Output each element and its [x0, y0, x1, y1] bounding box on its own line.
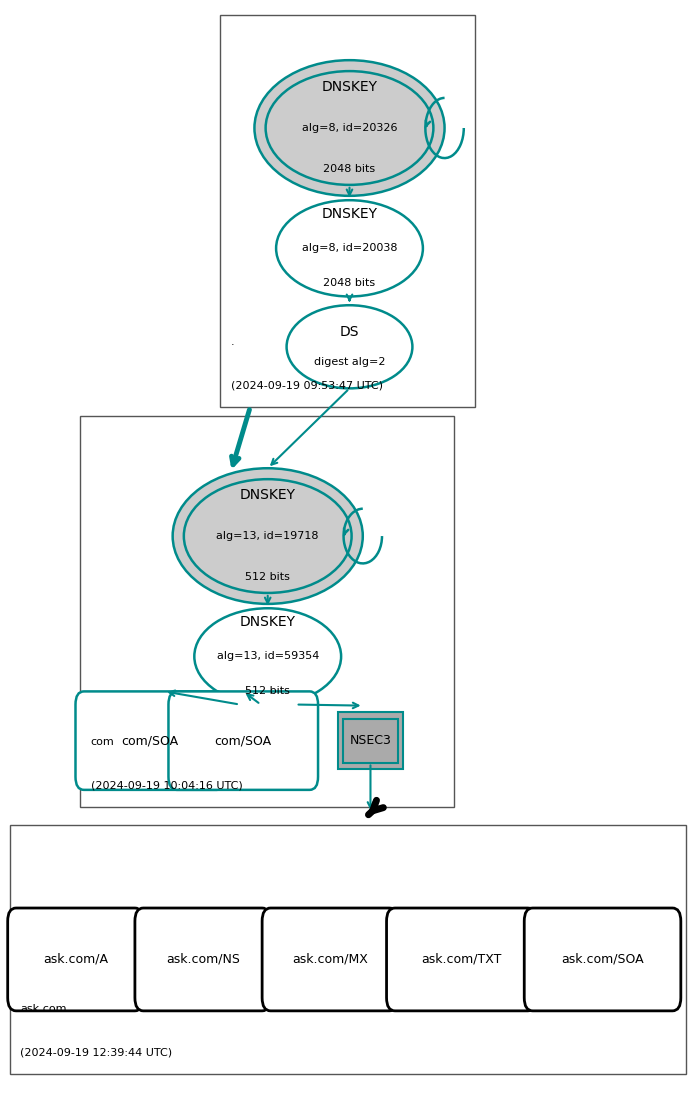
Text: ask.com/NS: ask.com/NS	[166, 953, 240, 966]
Ellipse shape	[184, 479, 352, 593]
FancyBboxPatch shape	[220, 15, 475, 407]
Text: 512 bits: 512 bits	[245, 572, 290, 582]
Text: alg=13, id=59354: alg=13, id=59354	[217, 651, 319, 662]
Text: DNSKEY: DNSKEY	[322, 80, 377, 94]
Text: NSEC3: NSEC3	[350, 734, 391, 747]
Text: com/SOA: com/SOA	[122, 734, 179, 747]
FancyBboxPatch shape	[8, 908, 143, 1011]
Text: ask.com: ask.com	[20, 1004, 67, 1014]
Text: (2024-09-19 12:39:44 UTC): (2024-09-19 12:39:44 UTC)	[20, 1048, 173, 1058]
Text: 2048 bits: 2048 bits	[324, 278, 375, 288]
Text: alg=8, id=20326: alg=8, id=20326	[302, 123, 397, 133]
Text: digest alg=2: digest alg=2	[314, 357, 385, 366]
Text: com/SOA: com/SOA	[215, 734, 272, 747]
Ellipse shape	[287, 305, 412, 388]
Text: ask.com/A: ask.com/A	[43, 953, 108, 966]
Text: alg=13, id=19718: alg=13, id=19718	[217, 531, 319, 542]
FancyBboxPatch shape	[262, 908, 398, 1011]
Text: com: com	[91, 737, 115, 747]
Text: alg=8, id=20038: alg=8, id=20038	[302, 243, 397, 254]
Text: (2024-09-19 10:04:16 UTC): (2024-09-19 10:04:16 UTC)	[91, 781, 243, 791]
Ellipse shape	[266, 71, 433, 185]
Text: ask.com/SOA: ask.com/SOA	[561, 953, 644, 966]
Ellipse shape	[194, 608, 341, 705]
FancyBboxPatch shape	[135, 908, 271, 1011]
Text: .: .	[231, 337, 234, 347]
FancyBboxPatch shape	[387, 908, 536, 1011]
Text: 2048 bits: 2048 bits	[324, 164, 375, 174]
Ellipse shape	[173, 468, 363, 604]
Text: DNSKEY: DNSKEY	[240, 488, 296, 502]
Ellipse shape	[276, 200, 423, 296]
FancyBboxPatch shape	[343, 719, 398, 763]
FancyBboxPatch shape	[338, 712, 403, 769]
Text: ask.com/MX: ask.com/MX	[292, 953, 368, 966]
FancyBboxPatch shape	[168, 691, 318, 790]
Text: DNSKEY: DNSKEY	[240, 615, 296, 629]
Text: ask.com/TXT: ask.com/TXT	[421, 953, 501, 966]
Text: DNSKEY: DNSKEY	[322, 207, 377, 221]
FancyBboxPatch shape	[75, 691, 225, 790]
Ellipse shape	[254, 60, 445, 196]
FancyBboxPatch shape	[524, 908, 681, 1011]
Text: (2024-09-19 09:53:47 UTC): (2024-09-19 09:53:47 UTC)	[231, 381, 382, 391]
Text: 512 bits: 512 bits	[245, 686, 290, 696]
FancyBboxPatch shape	[80, 416, 454, 807]
Text: DS: DS	[340, 325, 359, 339]
FancyBboxPatch shape	[10, 825, 686, 1074]
